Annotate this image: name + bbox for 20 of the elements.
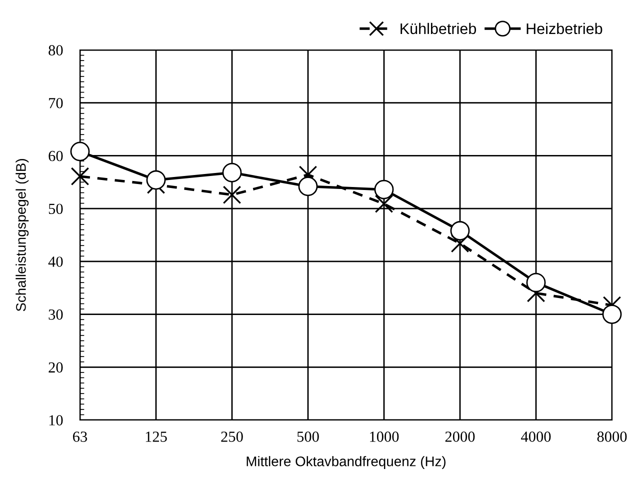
y-tick-label: 10 <box>49 415 63 426</box>
x-tick-label: 500 <box>297 432 319 442</box>
y-tick-label: 70 <box>49 98 63 108</box>
legend-label: Kühlbetrieb <box>400 22 476 34</box>
x-tick-label: 1000 <box>370 432 399 442</box>
y-tick-label: 40 <box>48 256 63 267</box>
y-tick-label: 60 <box>48 150 63 162</box>
x-tick-label: 63 <box>73 432 88 442</box>
y-tick-label: 30 <box>48 309 63 320</box>
x-tick-label: 2000 <box>445 432 475 442</box>
y-axis-title: Schalleistungspegel (dB) <box>16 159 29 312</box>
x-axis-title: Mittlere Oktavbandfrequenz (Hz) <box>246 456 446 470</box>
x-tick-label: 125 <box>146 432 167 442</box>
legend-label: Heizbetrieb <box>526 22 602 34</box>
x-tick-label: 250 <box>221 432 243 442</box>
x-tick-label: 4000 <box>521 432 551 442</box>
y-tick-label: 80 <box>48 45 63 56</box>
x-tick-label: 8000 <box>597 432 627 442</box>
y-tick-label: 50 <box>48 204 63 214</box>
y-tick-label: 20 <box>48 362 63 373</box>
